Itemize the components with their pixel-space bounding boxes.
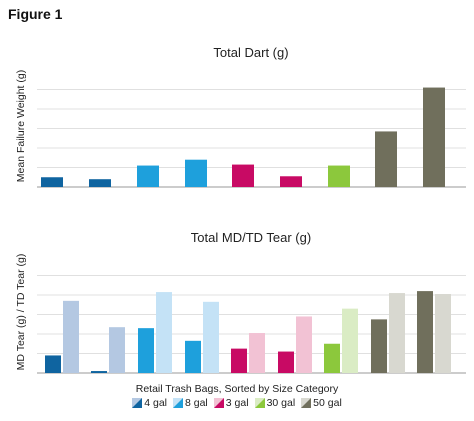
legend-item: 30 gal bbox=[254, 397, 296, 409]
td-tear-bar bbox=[342, 308, 358, 373]
md-tear-bar bbox=[371, 319, 387, 373]
dart-bar bbox=[41, 177, 63, 187]
md-tear-bar bbox=[278, 351, 294, 373]
legend-label: 4 gal bbox=[144, 397, 167, 409]
legend-label: 50 gal bbox=[313, 397, 342, 409]
dart-bars bbox=[41, 87, 445, 187]
dart-bar bbox=[328, 165, 350, 187]
md-tear-bar bbox=[324, 343, 340, 373]
legend-items: 4 gal 8 gal 3 gal 30 gal 50 gal bbox=[132, 397, 342, 409]
legend-item: 3 gal bbox=[213, 397, 249, 409]
dart-y-axis-label: Mean Failure Weight (g) bbox=[15, 70, 27, 182]
td-tear-bar bbox=[63, 300, 79, 373]
md-tear-bar bbox=[91, 371, 107, 373]
legend-swatch-50-gal bbox=[301, 398, 312, 408]
dart-bar bbox=[375, 131, 397, 187]
md-tear-bar bbox=[45, 355, 61, 373]
legend-item: 8 gal bbox=[173, 397, 208, 409]
legend-swatch-3-gal bbox=[213, 398, 224, 408]
dart-bar bbox=[280, 176, 302, 187]
tear-y-axis-label: MD Tear (g) / TD Tear (g) bbox=[15, 254, 27, 371]
md-tear-bar bbox=[138, 328, 154, 373]
td-tear-bar bbox=[389, 293, 405, 373]
legend-title: Retail Trash Bags, Sorted by Size Catego… bbox=[135, 383, 339, 395]
dart-bar bbox=[232, 164, 254, 187]
td-tear-bar bbox=[203, 301, 219, 373]
legend-label: 30 gal bbox=[266, 397, 296, 409]
legend-label: 3 gal bbox=[225, 397, 249, 409]
dart-chart-title: Total Dart (g) bbox=[213, 45, 288, 60]
legend-swatch-30-gal bbox=[254, 398, 265, 408]
md-tear-bar bbox=[231, 348, 247, 373]
legend-swatch-8-gal bbox=[173, 398, 183, 408]
td-tear-bar bbox=[296, 316, 312, 373]
td-tear-bar bbox=[435, 294, 451, 373]
dart-bar bbox=[185, 159, 207, 187]
tear-bars bbox=[45, 291, 451, 373]
legend-label: 8 gal bbox=[185, 397, 208, 409]
dart-bar bbox=[89, 179, 111, 187]
legend-swatch-4-gal bbox=[132, 398, 143, 408]
tear-chart-title: Total MD/TD Tear (g) bbox=[191, 230, 311, 245]
legend: Retail Trash Bags, Sorted by Size Catego… bbox=[0, 383, 474, 411]
td-tear-bar bbox=[109, 327, 125, 373]
dart-bar bbox=[423, 87, 445, 187]
dart-bar bbox=[137, 165, 159, 187]
md-tear-bar bbox=[417, 291, 433, 373]
td-tear-bar bbox=[249, 333, 265, 373]
md-tear-bar bbox=[185, 340, 201, 373]
chart-canvas: Total Dart (g) Mean Failure Weight (g) T… bbox=[15, 45, 466, 374]
figure-label: Figure 1 bbox=[8, 6, 63, 22]
td-tear-bar bbox=[156, 292, 172, 373]
legend-item: 4 gal bbox=[132, 397, 167, 409]
legend-item: 50 gal bbox=[301, 397, 342, 409]
